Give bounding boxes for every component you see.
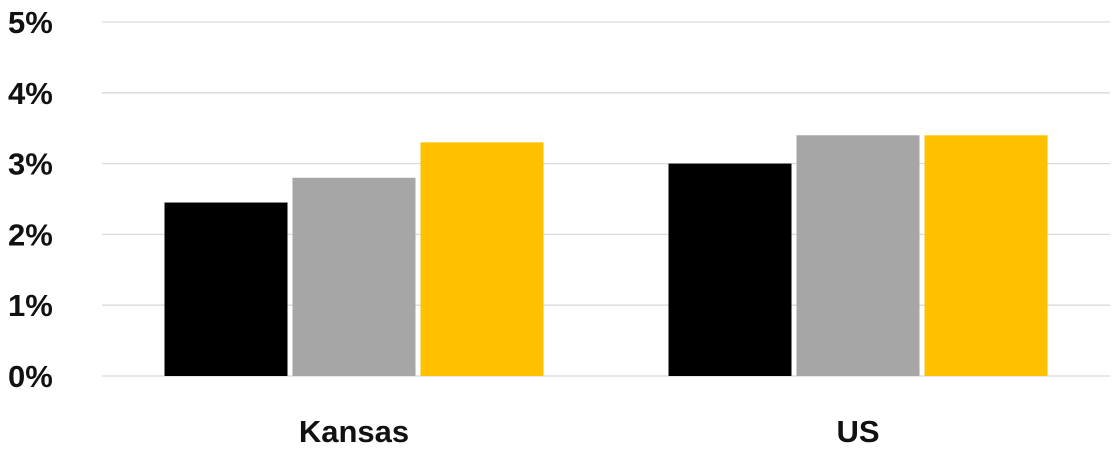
bar-kansas-series-3 (420, 142, 544, 376)
bar-us-series-2 (796, 135, 920, 376)
bar-us-series-1 (668, 163, 792, 376)
y-axis-tick-labels: 0% 1% 2% 3% 4% 5% (8, 5, 53, 394)
category-label-us: US (836, 414, 879, 449)
y-tick-label: 1% (8, 288, 53, 323)
x-axis-category-labels: Kansas US (299, 414, 880, 449)
bar-us-series-3 (924, 135, 1048, 376)
bar-kansas-series-1 (164, 202, 288, 376)
y-tick-label: 0% (8, 359, 53, 394)
y-tick-label: 3% (8, 147, 53, 182)
y-tick-label: 4% (8, 76, 53, 111)
category-label-kansas: Kansas (299, 414, 409, 449)
bars (164, 135, 1048, 376)
bar-kansas-series-2 (292, 177, 416, 376)
y-tick-label: 5% (8, 5, 53, 40)
y-tick-label: 2% (8, 217, 53, 252)
